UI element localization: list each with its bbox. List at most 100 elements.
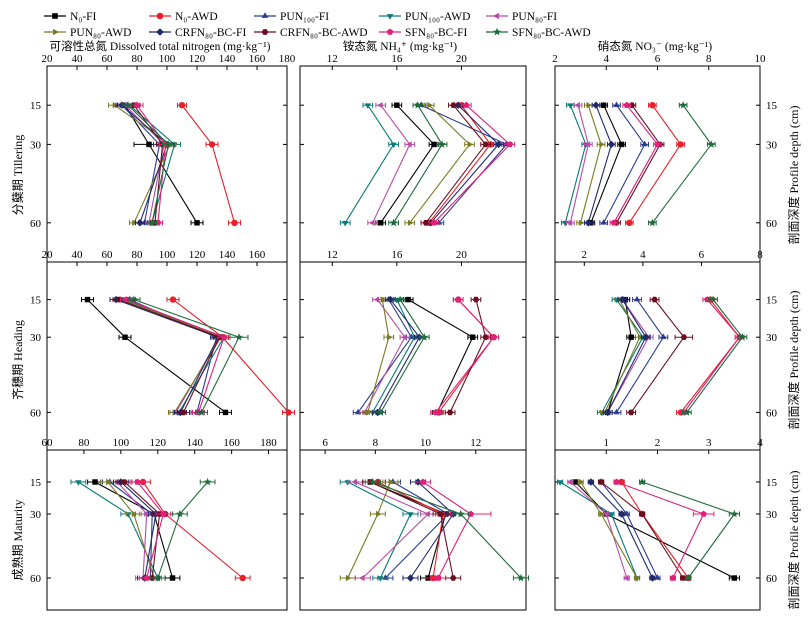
data-point bbox=[203, 477, 212, 486]
right-axis-label-maturity: 剖面深度 Profile depth (cm) bbox=[786, 471, 801, 610]
data-point bbox=[654, 141, 661, 148]
data-point bbox=[75, 480, 82, 486]
series bbox=[339, 102, 399, 227]
y-tick-label-right: 60 bbox=[766, 218, 778, 230]
row-label-maturity: 成熟期 Maturity bbox=[10, 500, 25, 581]
series-line bbox=[680, 299, 741, 413]
series bbox=[375, 295, 430, 416]
data-point bbox=[176, 509, 184, 518]
x-tick-label: 120 bbox=[189, 53, 206, 65]
data-point bbox=[602, 510, 609, 518]
x-tick-label: 4 bbox=[757, 437, 763, 449]
x-tick-label: 120 bbox=[189, 249, 206, 261]
legend-label: CRFN₈₀-BC-FI bbox=[175, 27, 246, 39]
panel-frame bbox=[46, 261, 288, 451]
series bbox=[596, 297, 648, 417]
x-tick-label: 10 bbox=[420, 437, 432, 449]
data-point bbox=[376, 408, 385, 416]
data-point bbox=[239, 574, 246, 582]
row-label-tillering: 分蘖期 Tillering bbox=[10, 135, 25, 216]
data-point bbox=[613, 408, 620, 415]
row-label-heading: 齐穗期 Heading bbox=[10, 320, 25, 400]
series bbox=[572, 479, 740, 581]
data-point bbox=[432, 409, 439, 416]
series-line bbox=[380, 104, 435, 224]
data-point bbox=[613, 478, 620, 485]
x-tick-label: 120 bbox=[150, 437, 167, 449]
series-line bbox=[372, 299, 416, 413]
x-tick-label: 1 bbox=[604, 437, 610, 449]
series bbox=[624, 102, 685, 226]
series bbox=[444, 296, 491, 416]
series-line bbox=[559, 481, 638, 579]
panel: 12 16 20 bbox=[299, 53, 527, 263]
data-point bbox=[178, 102, 186, 109]
data-point bbox=[450, 575, 457, 581]
x-tick-label: 160 bbox=[223, 437, 240, 449]
data-point bbox=[610, 219, 618, 226]
x-tick-label: 2 bbox=[655, 437, 661, 449]
data-point bbox=[566, 219, 573, 226]
data-point bbox=[380, 296, 386, 303]
y-tick-label: 30 bbox=[30, 509, 42, 521]
series bbox=[149, 477, 216, 582]
series bbox=[602, 295, 651, 417]
y-tick-label: 30 bbox=[30, 332, 42, 344]
series bbox=[613, 478, 715, 581]
series bbox=[597, 479, 687, 581]
series bbox=[599, 101, 650, 226]
data-point bbox=[506, 141, 514, 148]
legend-item: CRFN₈₀-BC-AWD bbox=[254, 27, 368, 39]
series bbox=[648, 101, 716, 227]
data-point bbox=[482, 334, 489, 340]
right-axis-label-heading: 剖面深度 Profile depth (cm) bbox=[786, 291, 801, 430]
series bbox=[339, 478, 399, 582]
data-point bbox=[494, 140, 503, 149]
data-point bbox=[106, 478, 112, 486]
series-line bbox=[367, 299, 390, 413]
legend-item: N₀-AWD bbox=[149, 11, 218, 23]
data-point bbox=[377, 576, 384, 582]
column-title-no3: 硝态氮 NO₃⁻ (mg·kg⁻¹) bbox=[598, 39, 712, 53]
series-line bbox=[600, 481, 684, 579]
data-point bbox=[437, 511, 444, 517]
data-point bbox=[572, 479, 579, 485]
data-point bbox=[651, 296, 658, 303]
legend-marker bbox=[492, 27, 502, 36]
data-point bbox=[707, 140, 716, 148]
x-tick-label: 140 bbox=[219, 249, 236, 261]
data-point bbox=[633, 295, 641, 302]
series-line bbox=[613, 104, 659, 224]
legend-label: N₀-FI bbox=[70, 11, 97, 23]
data-point bbox=[738, 333, 747, 341]
series bbox=[599, 296, 645, 416]
series bbox=[681, 295, 748, 416]
data-point bbox=[169, 296, 177, 303]
panel-frame bbox=[554, 261, 761, 451]
x-tick-label: 80 bbox=[132, 249, 144, 261]
y-tick-label-right: 15 bbox=[766, 477, 778, 489]
data-point bbox=[342, 221, 349, 227]
series bbox=[678, 296, 745, 416]
data-point bbox=[567, 103, 574, 109]
series bbox=[420, 102, 491, 226]
x-tick-label: 10 bbox=[755, 53, 767, 65]
series bbox=[612, 102, 665, 226]
y-tick-label: 15 bbox=[30, 477, 42, 489]
x-tick-label: 160 bbox=[249, 249, 266, 261]
series bbox=[367, 102, 416, 226]
series-line bbox=[347, 481, 391, 579]
data-point bbox=[556, 480, 564, 486]
legend-marker bbox=[52, 13, 58, 19]
data-point bbox=[194, 220, 200, 226]
series-line bbox=[121, 104, 161, 223]
data-point bbox=[148, 218, 156, 227]
data-point bbox=[431, 141, 437, 148]
x-tick-label: 2 bbox=[552, 53, 558, 65]
series bbox=[602, 296, 654, 416]
y-tick-label: 60 bbox=[30, 573, 42, 585]
data-point bbox=[472, 296, 480, 303]
x-tick-label: 40 bbox=[72, 53, 84, 65]
series-line bbox=[157, 481, 209, 579]
